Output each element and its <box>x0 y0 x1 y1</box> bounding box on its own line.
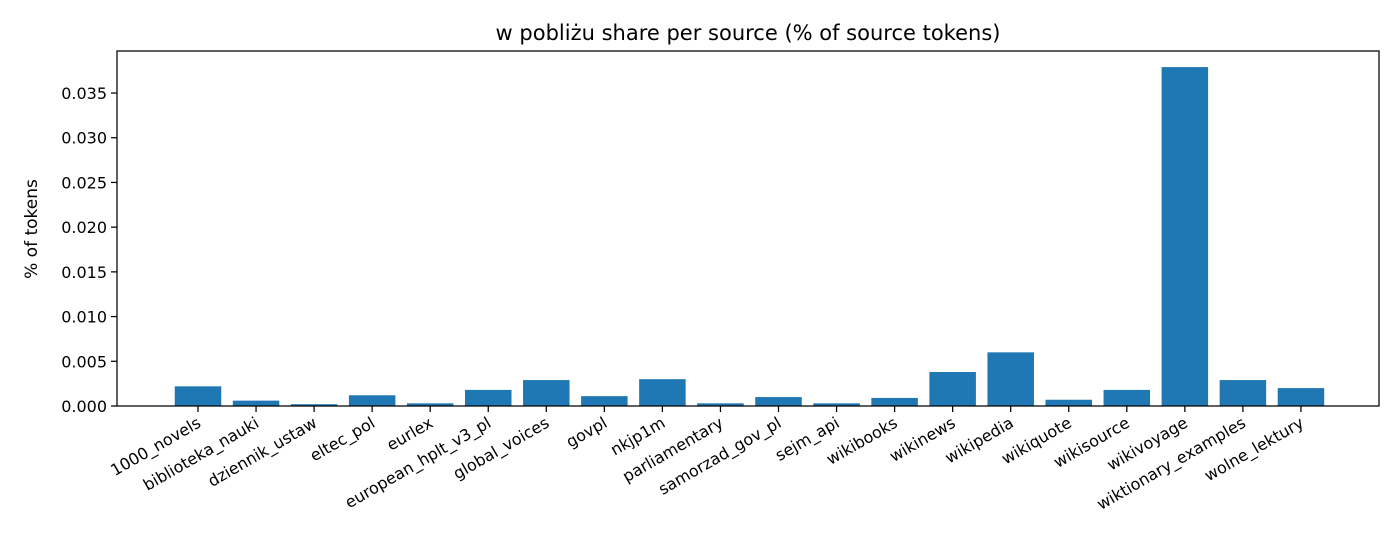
bar-wikivoyage <box>1161 67 1209 406</box>
bars-group <box>174 67 1325 406</box>
bar-wikiquote <box>1045 399 1092 406</box>
bar-wiktionary_examples <box>1219 380 1267 406</box>
y-tick-label: 0.015 <box>61 263 107 282</box>
bar-samorzad_gov_pl <box>755 397 802 406</box>
bar-wikinews <box>929 372 976 406</box>
bar-european_hplt_v3_pl <box>465 389 512 406</box>
y-tick-label: 0.005 <box>61 352 107 371</box>
y-tick-label: 0.020 <box>61 218 107 237</box>
y-tick-label: 0.030 <box>61 129 107 148</box>
bar-wikibooks <box>871 397 918 406</box>
plot-frame <box>116 50 1380 407</box>
bar-parliamentary <box>697 403 744 406</box>
x-tick-label: govpl <box>563 413 611 451</box>
bar-nkjp1m <box>639 379 686 406</box>
y-tick-label: 0.025 <box>61 173 107 192</box>
bar-eurlex <box>406 403 454 406</box>
bar-1000_novels <box>174 386 222 406</box>
y-axis-ticks: 0.000 0.005 0.010 0.015 0.020 0.025 0.030 0.035 <box>61 84 117 416</box>
bar-wikipedia <box>987 352 1034 406</box>
bar-eltec_pol <box>348 395 396 406</box>
bar-biblioteka_nauki <box>232 400 280 406</box>
chart-title: w pobliżu share per source (% of source … <box>496 21 1001 45</box>
x-tick-label: eltec_pol <box>307 413 379 466</box>
y-tick-label: 0.035 <box>61 84 107 103</box>
x-axis-ticks: 1000_novelsbiblioteka_naukidziennik_usta… <box>107 406 1307 515</box>
bar-wikisource <box>1103 389 1151 406</box>
y-tick-label: 0.010 <box>61 308 107 327</box>
bar-wolne_lektury <box>1277 388 1325 406</box>
bar-dziennik_ustaw <box>290 404 338 406</box>
bar-global_voices <box>523 380 570 406</box>
bar-govpl <box>581 396 628 406</box>
bar-sejm_api <box>813 403 860 406</box>
x-tick-label: wolne_lektury <box>1201 413 1307 486</box>
y-axis-label: % of tokens <box>22 179 42 279</box>
y-tick-label: 0.000 <box>61 397 107 416</box>
